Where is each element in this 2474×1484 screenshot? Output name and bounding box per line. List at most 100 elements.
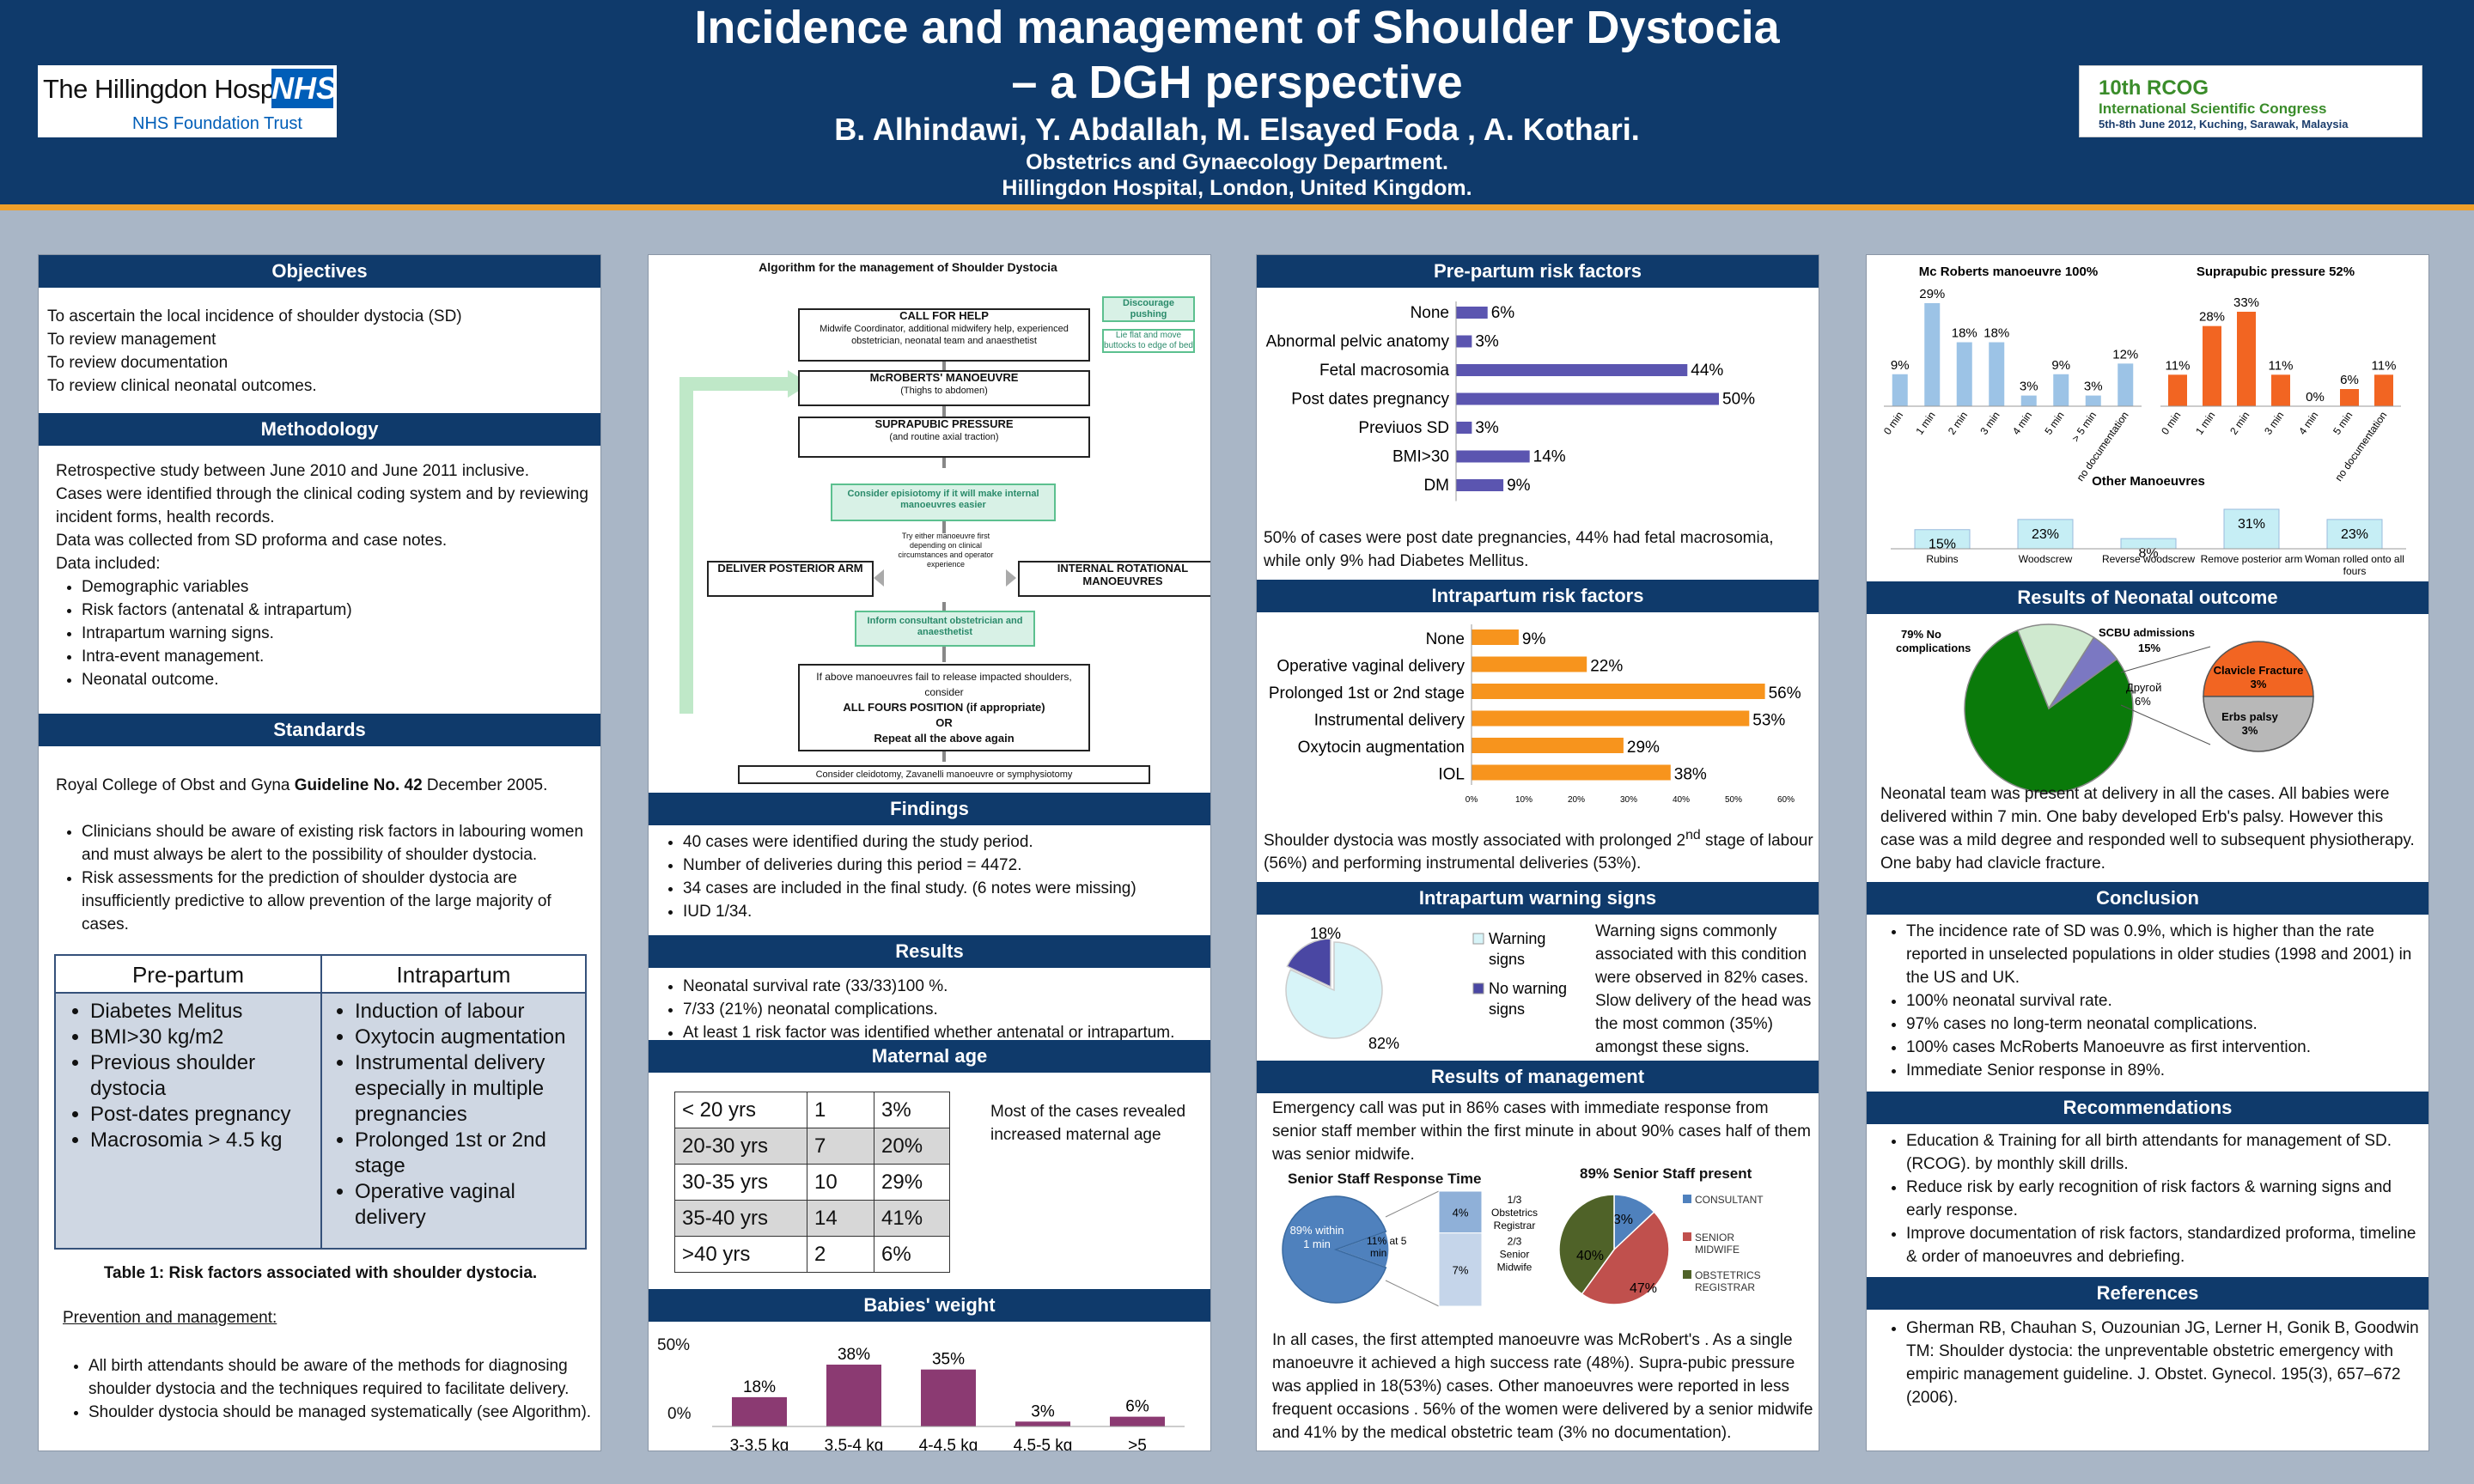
data-label: 29% (1627, 739, 1660, 757)
intrapartum-list: Induction of labour Oxytocin augmentatio… (320, 994, 585, 1248)
bar (1924, 303, 1941, 406)
legend-label: REGISTRAR (1695, 1281, 1755, 1293)
bar (2340, 389, 2359, 406)
objective-item: To review management (47, 331, 216, 349)
connector-line (1385, 1280, 1440, 1307)
data-label: 11% (2269, 358, 2294, 373)
chart-title: Suprapubic pressure 52% (2197, 265, 2355, 279)
breakout-slice (2203, 696, 2314, 752)
weight-y-bottom: 0% (667, 1405, 692, 1423)
table-row: >40 yrs 2 6% (674, 1236, 950, 1273)
bar (826, 1365, 881, 1426)
data-label-cont: 3% (2242, 724, 2258, 737)
authors: B. Alhindawi, Y. Abdallah, M. Elsayed Fo… (834, 112, 1640, 147)
category-label: 5 min (2331, 410, 2355, 437)
poster-title-line2: – a DGH perspective (1011, 57, 1463, 108)
section-title-maternal-age: Maternal age (649, 1040, 1210, 1073)
bar (2020, 395, 2037, 406)
pie-slice (2048, 636, 2118, 709)
methodology-bullet: Risk factors (antenatal & intrapartum) (82, 599, 588, 622)
risk-factor-table-body: Diabetes Melitus BMI>30 kg/m2 Previous s… (56, 994, 585, 1248)
objective-item: To review documentation (47, 354, 229, 372)
step-sublabel: (Thighs to abdomen) (900, 386, 988, 396)
section-title-conclusion: Conclusion (1867, 882, 2428, 915)
column-1: Objectives To ascertain the local incide… (38, 254, 601, 1451)
senior-staff-chart: 13%47%40%CONSULTANTSENIORMIDWIFEOBSTETRI… (1558, 1194, 1764, 1305)
section-title-neonatal: Results of Neonatal outcome (1867, 581, 2428, 614)
pie-slice (1558, 1194, 1615, 1295)
category-label: Rubins (1926, 553, 1958, 565)
step-label: McROBERTS' MANOEUVRE (869, 371, 1019, 384)
category-label: Previuos SD (1358, 419, 1449, 437)
data-label: 44% (1691, 362, 1723, 380)
table-divider (320, 994, 322, 1248)
section-title-results: Results (649, 935, 1210, 968)
rcog-logo-line1: 10th RCOG (2099, 76, 2209, 100)
bar (1456, 307, 1488, 319)
tick-label: 40% (1673, 795, 1690, 805)
data-label-cont: 6% (2135, 695, 2151, 708)
response-chart-title: Senior Staff Response Time (1288, 1171, 1482, 1187)
intrapartum-rf-text: Shoulder dystocia was mostly associated … (1264, 824, 1813, 875)
category-label: 4.5-5 kg (1014, 1437, 1073, 1451)
column-2: Algorithm for the management of Shoulder… (648, 254, 1211, 1451)
bar (1456, 450, 1530, 463)
data-label: 11% (2166, 358, 2191, 373)
data-label: 3% (1475, 333, 1499, 351)
methodology-line: Retrospective study between June 2010 an… (56, 462, 530, 480)
data-label-cont: 3% (2251, 678, 2267, 690)
legend-swatch (1683, 1270, 1691, 1279)
recommendations-bullet: Education & Training for all birth atten… (1906, 1129, 2422, 1176)
tick-label: 30% (1620, 795, 1637, 805)
data-label: 6% (1491, 304, 1515, 322)
prepartum-item: BMI>30 kg/m2 (90, 1025, 312, 1050)
tick-label: 50% (1725, 795, 1742, 805)
logo-trust-name: NHS Foundation Trust (132, 114, 302, 133)
standards-guideline: Royal College of Obst and Gyna Guideline… (56, 774, 588, 797)
intrapartum-text-part: Shoulder dystocia was mostly associated … (1264, 831, 1686, 850)
data-label: 6% (2340, 373, 2359, 387)
category-label: Woodscrew (2019, 553, 2073, 565)
intrapartum-text-part: stage of labour (56%) and performing ins… (1264, 831, 1813, 873)
table-row: 20-30 yrs 7 20% (674, 1128, 950, 1165)
category-label: Operative vaginal delivery (1277, 658, 1465, 676)
references-list: Gherman RB, Chauhan S, Ouzounian JG, Ler… (1880, 1317, 2422, 1409)
age-percent: 29% (874, 1164, 950, 1201)
methodology-text: Retrospective study between June 2010 an… (56, 459, 588, 691)
conclusion-bullet: 100% neonatal survival rate. (1906, 989, 2422, 1013)
bar (732, 1396, 787, 1426)
data-label: 18% (1310, 925, 1341, 942)
objective-item: To review clinical neonatal outcomes. (47, 377, 317, 395)
intrapartum-rf-chart: None 9% Operative vaginal delivery 22% Prolo… (1269, 624, 1801, 805)
table-row: 30-35 yrs 10 29% (674, 1164, 950, 1201)
category-label: 4 min (2010, 410, 2034, 437)
prevention-bullets: All birth attendants should be aware of … (63, 1354, 599, 1424)
category-label: 0 min (2159, 410, 2183, 437)
bar (1472, 629, 1519, 645)
category-label: 4 min (2296, 410, 2320, 437)
category-label: Instrumental delivery (1314, 712, 1466, 730)
legend-label-cont: signs (1489, 1000, 1525, 1018)
data-label: 53% (1752, 712, 1785, 730)
pie-slice (1282, 1195, 1387, 1304)
bar (2237, 312, 2256, 406)
table-header-prepartum: Pre-partum (131, 962, 245, 988)
step-or: OR (935, 716, 953, 729)
category-label: 3 min (2262, 410, 2286, 437)
category-label: Woman rolled onto all (2305, 553, 2404, 565)
bar (2118, 363, 2134, 406)
data-label: 18% (743, 1378, 776, 1396)
maternal-age-note: Most of the cases revealed increased mat… (990, 1103, 1186, 1144)
data-label: 40% (1576, 1249, 1604, 1263)
bar (1472, 710, 1750, 727)
stacked-bar-segment (1438, 1190, 1483, 1234)
staff-chart-title: 89% Senior Staff present (1580, 1165, 1752, 1182)
section-title-methodology: Methodology (39, 413, 600, 446)
bar (2223, 508, 2280, 550)
stacked-bar-segment (1438, 1232, 1483, 1307)
category-label: None (1411, 304, 1449, 322)
mcroberts-chart: Mc Roberts manoeuvre 100% 9% 0 min 29% 1 min… (1881, 265, 2142, 484)
data-label: 9% (1507, 477, 1531, 495)
age-range: >40 yrs (674, 1236, 807, 1273)
